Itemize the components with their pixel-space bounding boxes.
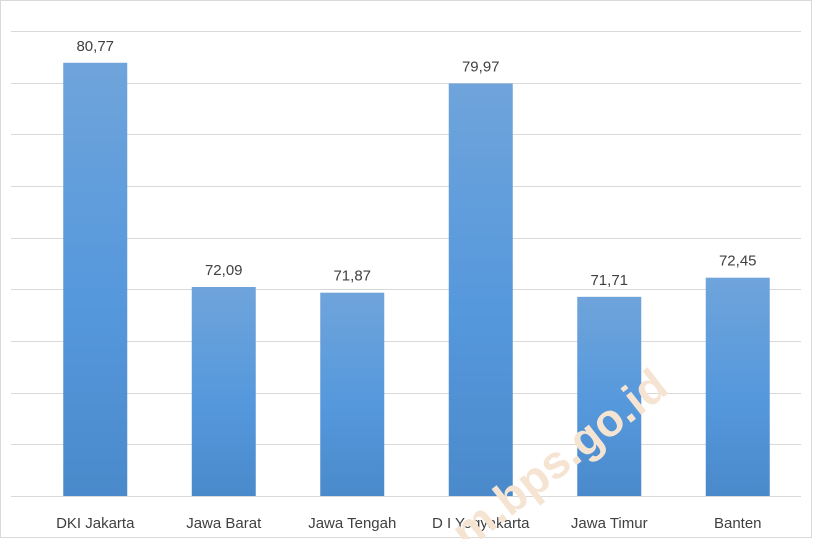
bar [63,62,128,497]
bar [705,277,770,496]
bar [577,296,642,496]
x-tick-label: Jawa Timur [571,515,648,532]
bar [320,292,385,496]
data-label: 80,77 [76,38,114,55]
gridlines [11,31,801,497]
bar [448,83,513,497]
x-axis-tick-labels: DKI Jakarta Jawa Barat Jawa Tengah D I Yogy… [56,515,761,532]
x-tick-label: D I Yogyakarta [432,515,530,532]
bars [63,62,770,497]
x-tick-label: DKI Jakarta [56,515,135,532]
data-label: 79,97 [462,58,500,75]
x-tick-label: Jawa Tengah [308,515,396,532]
x-tick-label: Banten [714,515,762,532]
data-labels: 80,77 72,09 71,87 79,97 71,71 72,45 [76,38,756,289]
data-label: 71,71 [590,272,628,289]
bar [191,287,256,496]
x-tick-label: Jawa Barat [186,515,262,532]
data-label: 71,87 [333,268,371,285]
data-label: 72,09 [205,262,243,279]
data-label: 72,45 [719,253,757,270]
